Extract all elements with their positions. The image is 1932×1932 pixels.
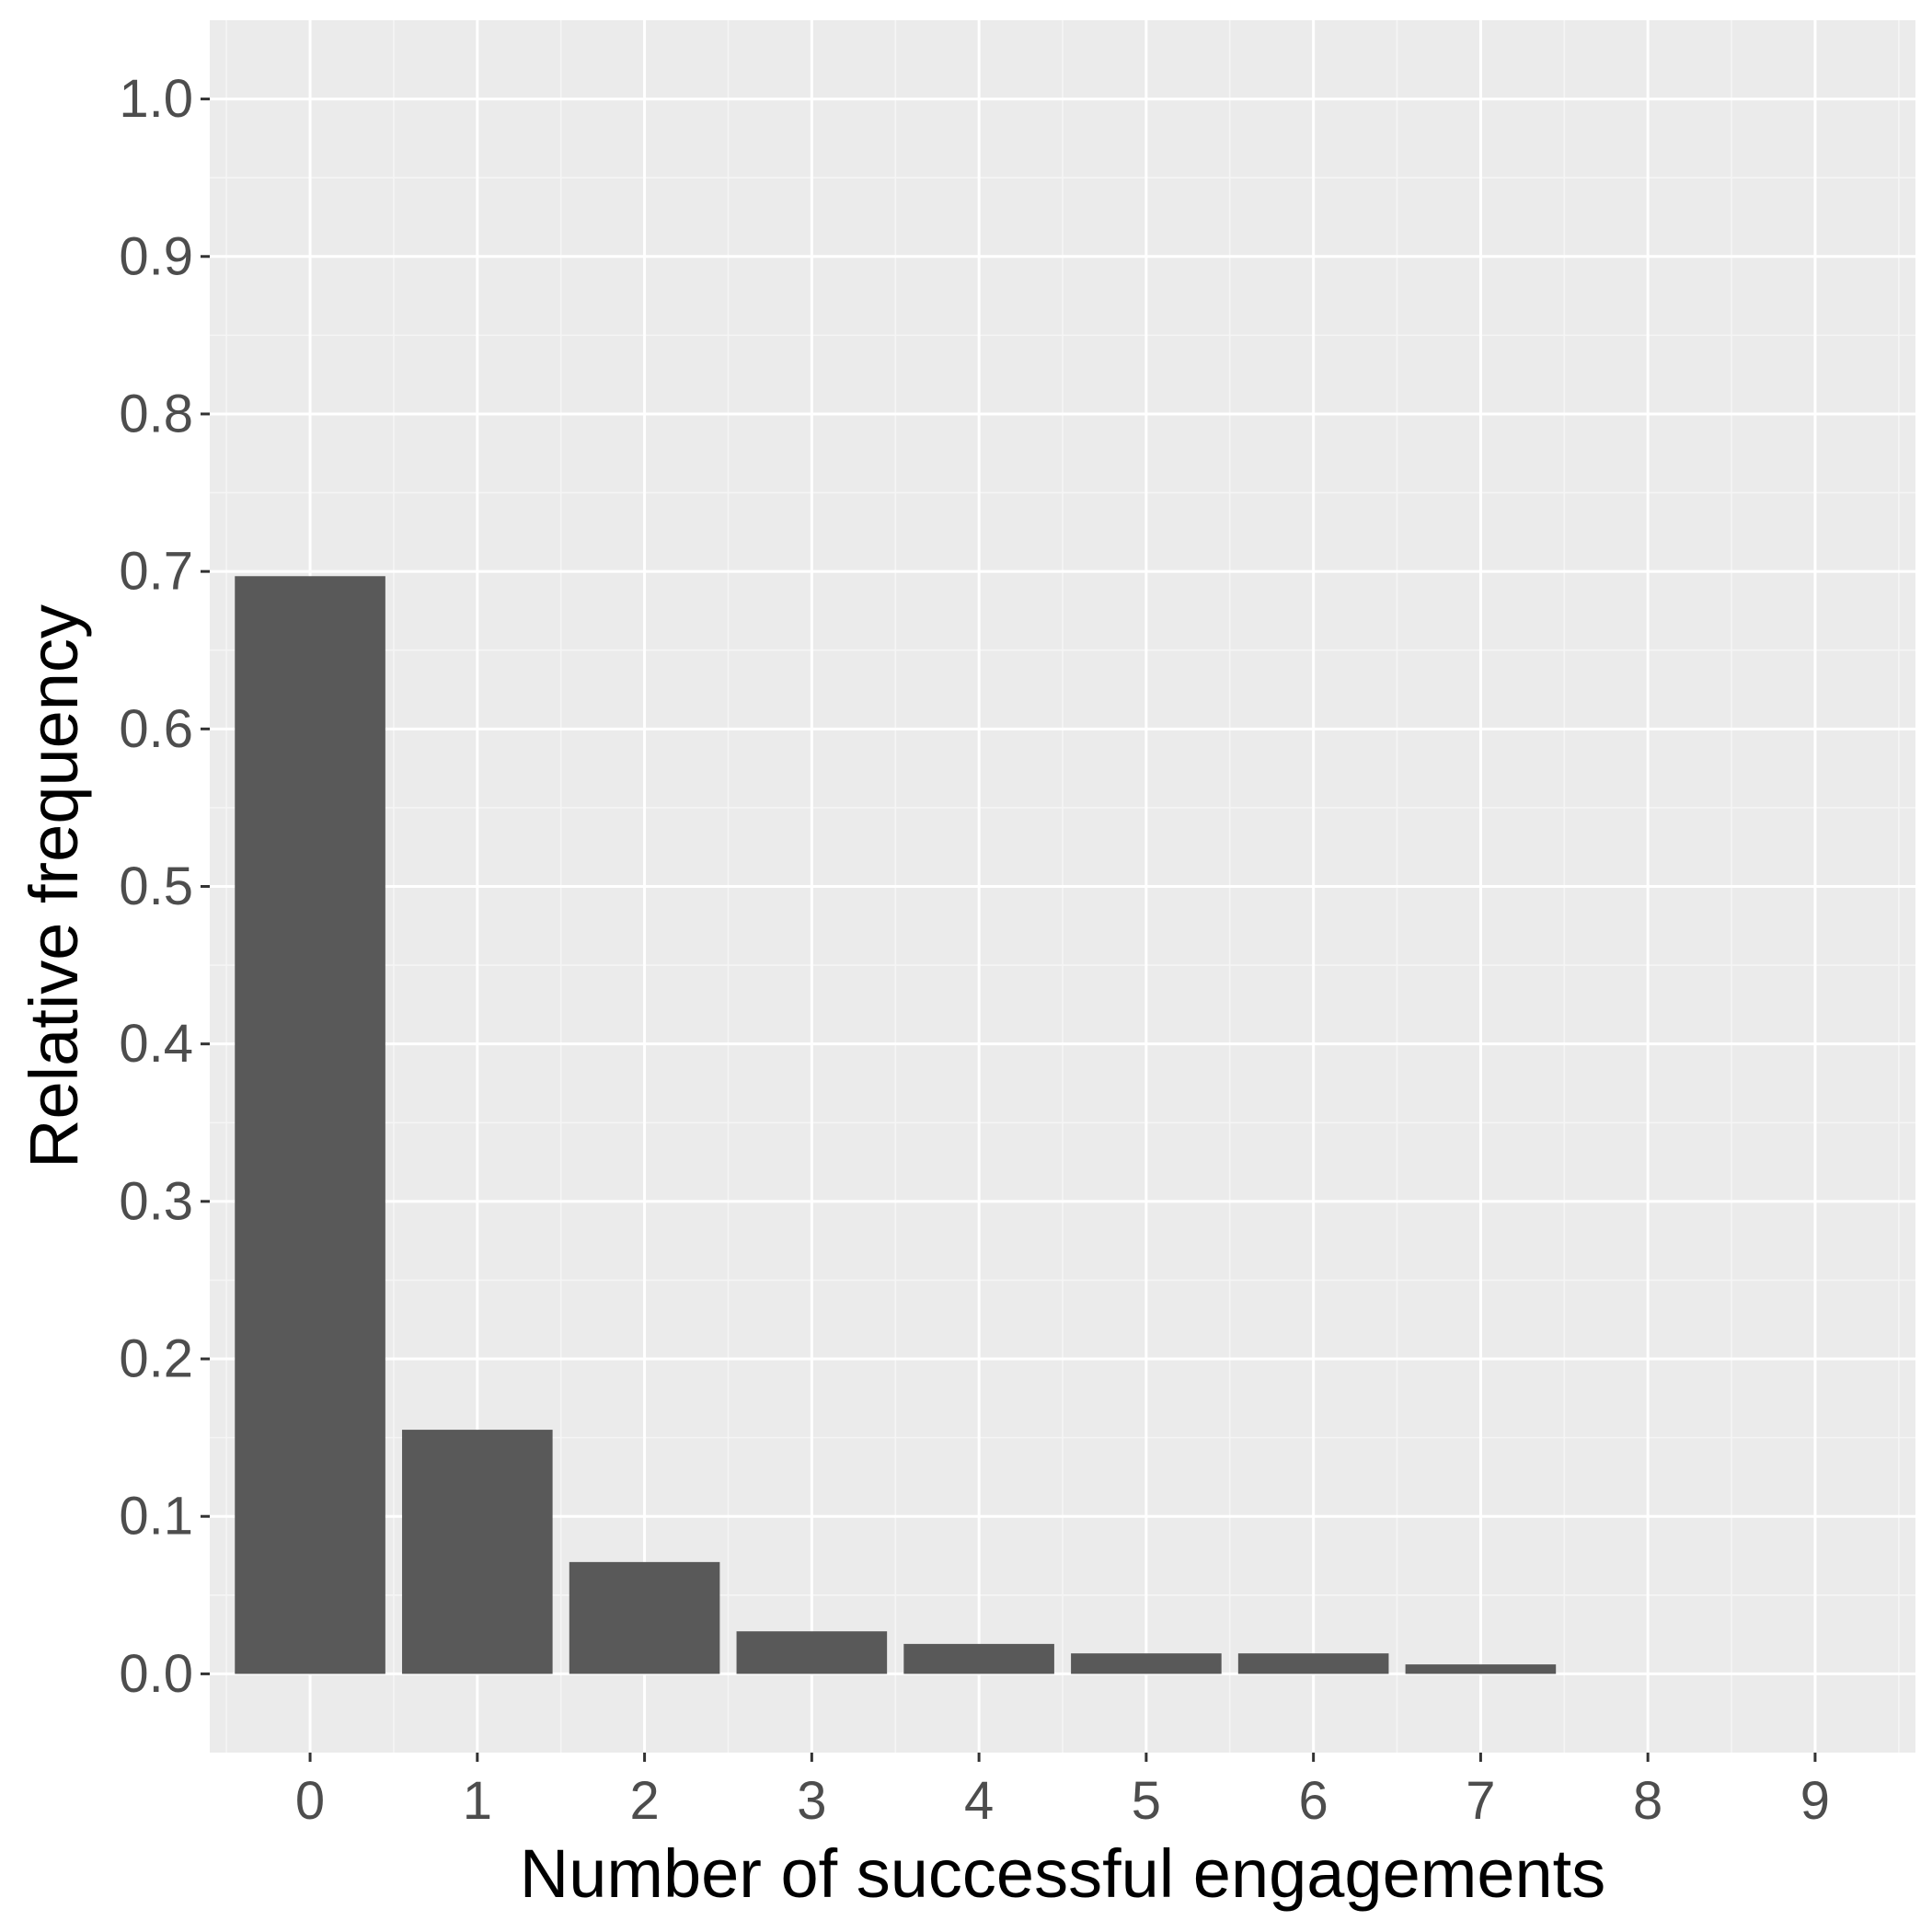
y-tick-label: 0.4 [119, 1014, 193, 1074]
y-tick-label: 0.6 [119, 699, 193, 759]
bars [235, 576, 1557, 1674]
y-tick-label: 0.3 [119, 1171, 193, 1231]
x-tick-label: 9 [1800, 1771, 1830, 1831]
y-tick-label: 0.8 [119, 384, 193, 443]
y-tick-label: 0.7 [119, 542, 193, 602]
x-tick-label: 3 [797, 1771, 826, 1831]
bar-4 [903, 1643, 1054, 1674]
bar-0 [235, 576, 385, 1674]
y-tick-label: 0.5 [119, 857, 193, 916]
major-gridlines [210, 20, 1915, 1753]
y-axis-title: Relative frequency [16, 604, 92, 1168]
x-tick-label: 8 [1633, 1771, 1662, 1831]
x-axis-title: Number of successful engagements [520, 1835, 1606, 1912]
bar-1 [402, 1430, 553, 1674]
y-tick-label: 0.9 [119, 226, 193, 286]
y-tick-label: 1.0 [119, 69, 193, 129]
bar-7 [1405, 1664, 1557, 1674]
x-tick-label: 4 [964, 1771, 994, 1831]
y-axis: 0.0 0.1 0.2 0.3 0.4 0.5 0.6 0.7 0.8 0.9 1.0 [119, 69, 210, 1704]
x-tick-label: 0 [295, 1771, 325, 1831]
y-tick-label: 0.2 [119, 1329, 193, 1389]
x-tick-label: 7 [1466, 1771, 1495, 1831]
y-tick-label: 0.1 [119, 1487, 193, 1547]
x-tick-label: 2 [629, 1771, 659, 1831]
x-tick-label: 1 [463, 1771, 492, 1831]
y-tick-label: 0.0 [119, 1644, 193, 1704]
bar-2 [569, 1561, 720, 1674]
bar-6 [1237, 1653, 1389, 1674]
x-axis: 0 1 2 3 4 5 6 7 8 9 [295, 1753, 1830, 1831]
bar-3 [736, 1631, 888, 1674]
x-tick-label: 6 [1299, 1771, 1328, 1831]
bar-5 [1071, 1653, 1222, 1674]
x-tick-label: 5 [1132, 1771, 1161, 1831]
